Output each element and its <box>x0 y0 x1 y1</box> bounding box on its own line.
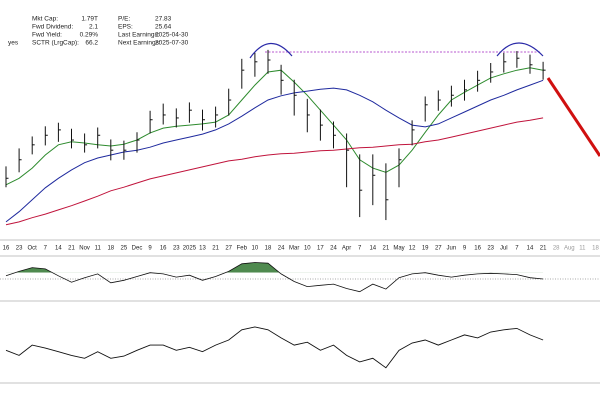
x-tick-label: 24 <box>330 246 337 252</box>
fund-value: 2.1 <box>89 24 98 31</box>
x-tick-label: 7 <box>44 246 48 252</box>
x-tick-label: 9 <box>463 246 467 252</box>
x-tick-label: 10 <box>304 246 311 252</box>
x-tick-label: 13 <box>199 246 206 252</box>
x-tick-label: Aug <box>564 246 575 252</box>
x-tick-label: 28 <box>553 246 560 252</box>
x-tick-label: Dec <box>132 246 143 252</box>
fund-label: EPS: <box>118 24 133 31</box>
x-tick-label: 10 <box>252 246 259 252</box>
fund-label: SCTR (LrgCap): <box>32 40 79 47</box>
fund-value: 27.83 <box>155 16 172 23</box>
fund-value: 2025-07-30 <box>155 40 189 47</box>
fill-area <box>15 262 280 273</box>
x-tick-label: 9 <box>148 246 152 252</box>
x-tick-label: 16 <box>3 246 10 252</box>
x-tick-label: 16 <box>474 246 481 252</box>
fund-flag: yes <box>8 40 19 47</box>
moving-average <box>5 67 544 186</box>
x-tick-label: 25 <box>121 246 128 252</box>
top-arc <box>496 42 544 57</box>
x-axis: 16 23 Oct 7 14 21 Nov 11 18 25 Dec 9 16 23 2025 13 21 27 F… <box>3 246 600 252</box>
x-tick-label: 23 <box>173 246 180 252</box>
x-tick-label: May <box>393 246 404 252</box>
plots <box>0 49 600 369</box>
x-tick-label: 14 <box>369 246 376 252</box>
fund-label: Last Earnings: <box>118 32 160 39</box>
x-tick-label: 24 <box>278 246 285 252</box>
x-tick-label: 23 <box>487 246 494 252</box>
projection-line <box>546 77 600 157</box>
x-tick-label: Feb <box>237 246 248 252</box>
fund-value: 66.2 <box>85 40 98 47</box>
x-tick-label: 21 <box>540 246 547 252</box>
x-tick-label: 27 <box>435 246 442 252</box>
x-tick-label: Oct <box>28 246 38 252</box>
fund-value: 2025-04-30 <box>155 32 189 39</box>
indicator-line <box>5 326 544 369</box>
x-tick-label: 12 <box>409 246 416 252</box>
x-tick-label: 21 <box>212 246 219 252</box>
x-tick-label: 21 <box>68 246 75 252</box>
x-tick-label: 18 <box>107 246 114 252</box>
fund-label: Fwd Yield: <box>32 32 62 39</box>
x-tick-label: 11 <box>95 246 102 252</box>
x-tick-label: Jun <box>447 246 457 252</box>
x-tick-label: 27 <box>225 246 232 252</box>
x-tick-label: 7 <box>358 246 362 252</box>
x-tick-label: Mar <box>289 246 299 252</box>
x-tick-label: 2025 <box>183 246 197 252</box>
x-tick-label: 7 <box>515 246 519 252</box>
x-tick-label: Nov <box>79 246 90 252</box>
x-tick-label: 16 <box>160 246 167 252</box>
fund-value: 25.64 <box>155 24 172 31</box>
moving-average <box>5 117 544 226</box>
x-tick-label: 17 <box>317 246 324 252</box>
x-tick-label: 14 <box>527 246 534 252</box>
fund-value: 0.29% <box>80 32 99 39</box>
fund-value: 1.79T <box>81 16 98 23</box>
top-arc <box>249 42 293 59</box>
fund-label: Mkt Cap: <box>32 16 58 23</box>
x-tick-label: 11 <box>579 246 586 252</box>
x-tick-label: 23 <box>16 246 23 252</box>
x-tick-label: Apr <box>342 246 351 252</box>
x-tick-label: 18 <box>592 246 599 252</box>
x-tick-label: 21 <box>383 246 390 252</box>
x-tick-label: Jul <box>500 246 508 252</box>
fund-label: Fwd Dividend: <box>32 24 73 31</box>
x-tick-label: 19 <box>422 246 429 252</box>
x-tick-label: 14 <box>55 246 62 252</box>
x-tick-label: 18 <box>265 246 272 252</box>
fund-label: Next Earnings: <box>118 40 161 47</box>
moving-average <box>5 79 544 223</box>
oscillator-line <box>5 262 544 293</box>
fund-label: P/E: <box>118 16 130 23</box>
fundamentals: Mkt Cap: 1.79T Fwd Dividend: 2.1 Fwd Yield: 0… <box>8 16 189 47</box>
